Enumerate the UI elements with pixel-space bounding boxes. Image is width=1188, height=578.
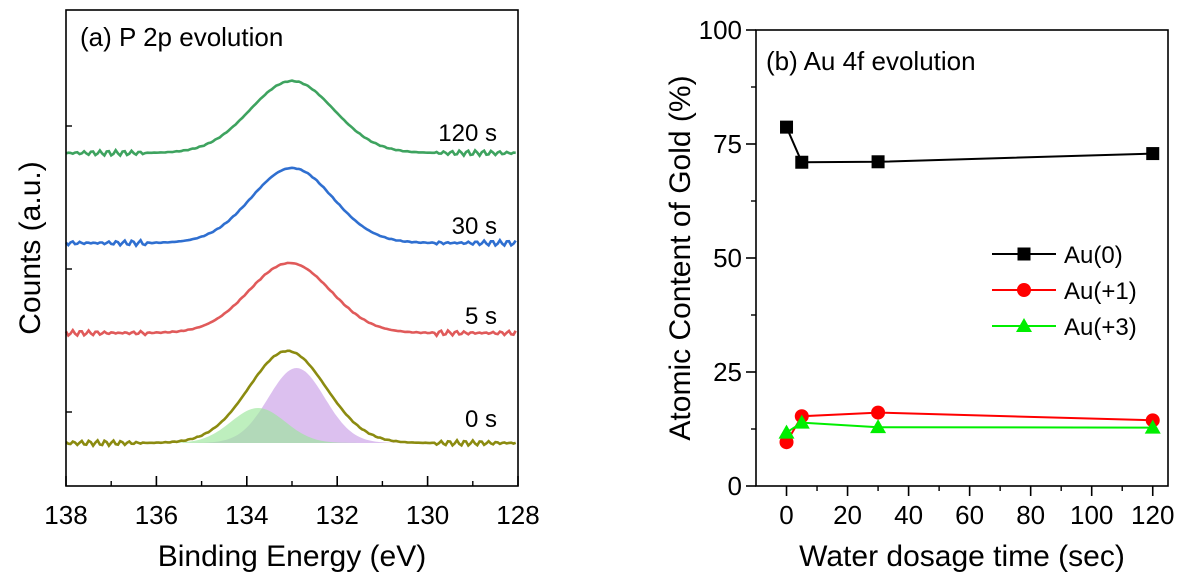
b-legend: Au(0) Au(+1) Au(+3) bbox=[992, 242, 1137, 341]
b-x-tick-label: 80 bbox=[1016, 500, 1045, 530]
b-legend-label: Au(+1) bbox=[1064, 278, 1137, 305]
b-legend-marker bbox=[1017, 247, 1031, 261]
a-series-label: 30 s bbox=[452, 213, 497, 240]
a-series-label: 120 s bbox=[438, 120, 497, 147]
b-x-tick-label: 60 bbox=[955, 500, 984, 530]
b-y-tick-label: 25 bbox=[713, 357, 742, 387]
b-x-tick-label: 100 bbox=[1070, 500, 1113, 530]
b-x-axis-label: Water dosage time (sec) bbox=[799, 540, 1125, 573]
b-data-point bbox=[793, 414, 810, 429]
b-series-line bbox=[785, 421, 1153, 434]
a-x-tick-label: 128 bbox=[496, 500, 539, 530]
a-spectra-lines bbox=[64, 79, 517, 449]
a-spectrum-line bbox=[65, 79, 516, 159]
a-x-axis-label: Binding Energy (eV) bbox=[158, 540, 426, 573]
b-data-point bbox=[871, 405, 886, 420]
b-data-point bbox=[780, 120, 794, 134]
b-data-point bbox=[778, 424, 795, 439]
b-series-line bbox=[785, 126, 1153, 164]
a-series-label: 5 s bbox=[465, 303, 497, 330]
b-y-tick-label: 0 bbox=[728, 471, 742, 501]
a-spectrum-line bbox=[65, 349, 517, 449]
a-series-labels: 0 s 5 s 30 s 120 s bbox=[438, 120, 497, 433]
b-x-tick-label: 40 bbox=[894, 500, 923, 530]
b-panel-title: (b) Au 4f evolution bbox=[766, 46, 976, 76]
a-component-peak-0 bbox=[120, 368, 464, 443]
panel-b-gold-content: 0 20 40 60 80 100 120 0 25 50 75 100 (b) Au 4f evol… bbox=[664, 15, 1174, 573]
panel-a-xps-spectra: 0 s 5 s 30 s 120 s 138 136 134 132 130 128 (a) P… bbox=[14, 9, 540, 573]
a-x-tick-label: 134 bbox=[225, 500, 268, 530]
b-series-line bbox=[785, 411, 1153, 443]
a-panel-title: (a) P 2p evolution bbox=[80, 22, 283, 52]
b-legend-label: Au(+3) bbox=[1064, 314, 1137, 341]
b-data-point bbox=[795, 155, 809, 169]
a-series-label: 0 s bbox=[465, 406, 497, 433]
b-series-lines bbox=[778, 120, 1161, 450]
a-component-peak-1 bbox=[120, 408, 464, 443]
b-data-point bbox=[1146, 147, 1160, 161]
a-spectrum-line bbox=[64, 261, 517, 338]
a-x-tick-label: 132 bbox=[316, 500, 359, 530]
a-spectrum-line bbox=[65, 166, 517, 249]
b-legend-label: Au(0) bbox=[1064, 242, 1123, 269]
b-x-tick-label: 120 bbox=[1131, 500, 1174, 530]
b-data-point bbox=[779, 435, 794, 450]
a-fitted-components bbox=[120, 368, 464, 443]
b-legend-marker bbox=[1016, 318, 1032, 332]
b-legend-marker bbox=[1017, 283, 1031, 297]
a-y-axis-label: Counts (a.u.) bbox=[14, 161, 47, 334]
b-data-point bbox=[870, 419, 887, 434]
b-x-tick-label: 0 bbox=[779, 500, 793, 530]
b-x-tick-label: 20 bbox=[833, 500, 862, 530]
b-y-tick-label: 100 bbox=[699, 15, 742, 45]
b-y-axis-label: Atomic Content of Gold (%) bbox=[664, 75, 697, 440]
b-axis-ticks: 0 20 40 60 80 100 120 0 25 50 75 100 bbox=[699, 15, 1175, 530]
b-data-point bbox=[871, 155, 885, 169]
a-x-tick-label: 130 bbox=[406, 500, 449, 530]
a-x-tick-label: 136 bbox=[135, 500, 178, 530]
b-y-tick-label: 50 bbox=[713, 243, 742, 273]
b-data-point bbox=[1144, 419, 1161, 434]
a-axis-ticks: 138 136 134 132 130 128 bbox=[44, 125, 540, 530]
a-x-tick-label: 138 bbox=[44, 500, 87, 530]
b-y-tick-label: 75 bbox=[713, 129, 742, 159]
